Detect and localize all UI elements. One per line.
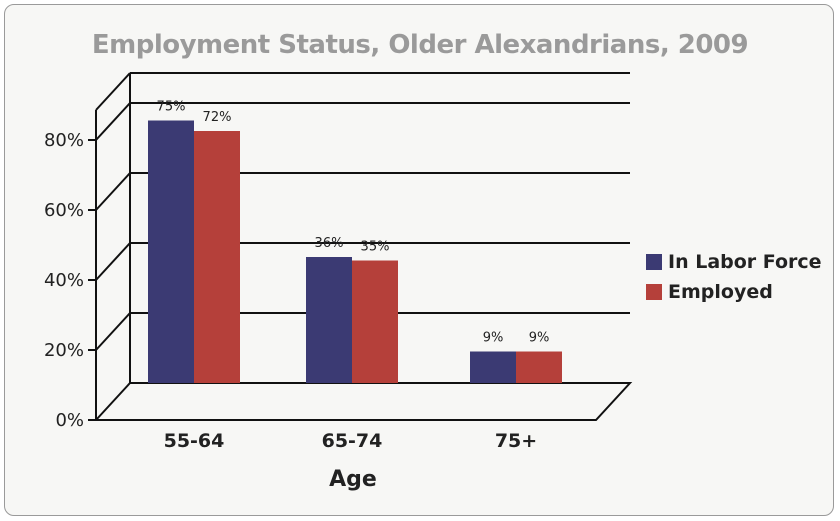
data-label: 72% — [203, 110, 232, 125]
y-tick-label: 40% — [44, 270, 84, 291]
data-label: 9% — [483, 331, 504, 346]
x-tick-label: 55-64 — [164, 430, 225, 452]
gridline-side — [95, 242, 131, 281]
chart-floor — [93, 382, 633, 421]
gridline-side — [95, 172, 131, 211]
y-tick-label: 80% — [44, 130, 84, 151]
data-label: 36% — [315, 236, 344, 251]
gridline-side — [95, 72, 131, 111]
bar — [352, 260, 398, 383]
y-tick-label: 0% — [55, 410, 84, 431]
bar — [516, 351, 562, 383]
bar — [470, 351, 516, 383]
bar — [194, 131, 240, 383]
chart-title: Employment Status, Older Alexandrians, 2… — [91, 30, 749, 60]
x-axis-title: Age — [329, 467, 377, 492]
legend-swatch — [646, 254, 662, 270]
legend-swatch — [646, 284, 662, 300]
gridline-side — [95, 312, 131, 351]
x-tick-label: 75+ — [495, 430, 537, 452]
y-tick-label: 60% — [44, 200, 84, 221]
bar — [306, 257, 352, 383]
gridline-side — [95, 102, 131, 141]
data-label: 9% — [529, 331, 550, 346]
x-tick-label: 65-74 — [322, 430, 383, 452]
legend-label: Employed — [668, 281, 773, 303]
data-label: 75% — [157, 100, 186, 115]
data-label: 35% — [361, 240, 390, 255]
chart-frame — [4, 4, 834, 516]
bar — [148, 120, 194, 383]
legend-label: In Labor Force — [668, 251, 822, 273]
y-tick-label: 20% — [44, 340, 84, 361]
